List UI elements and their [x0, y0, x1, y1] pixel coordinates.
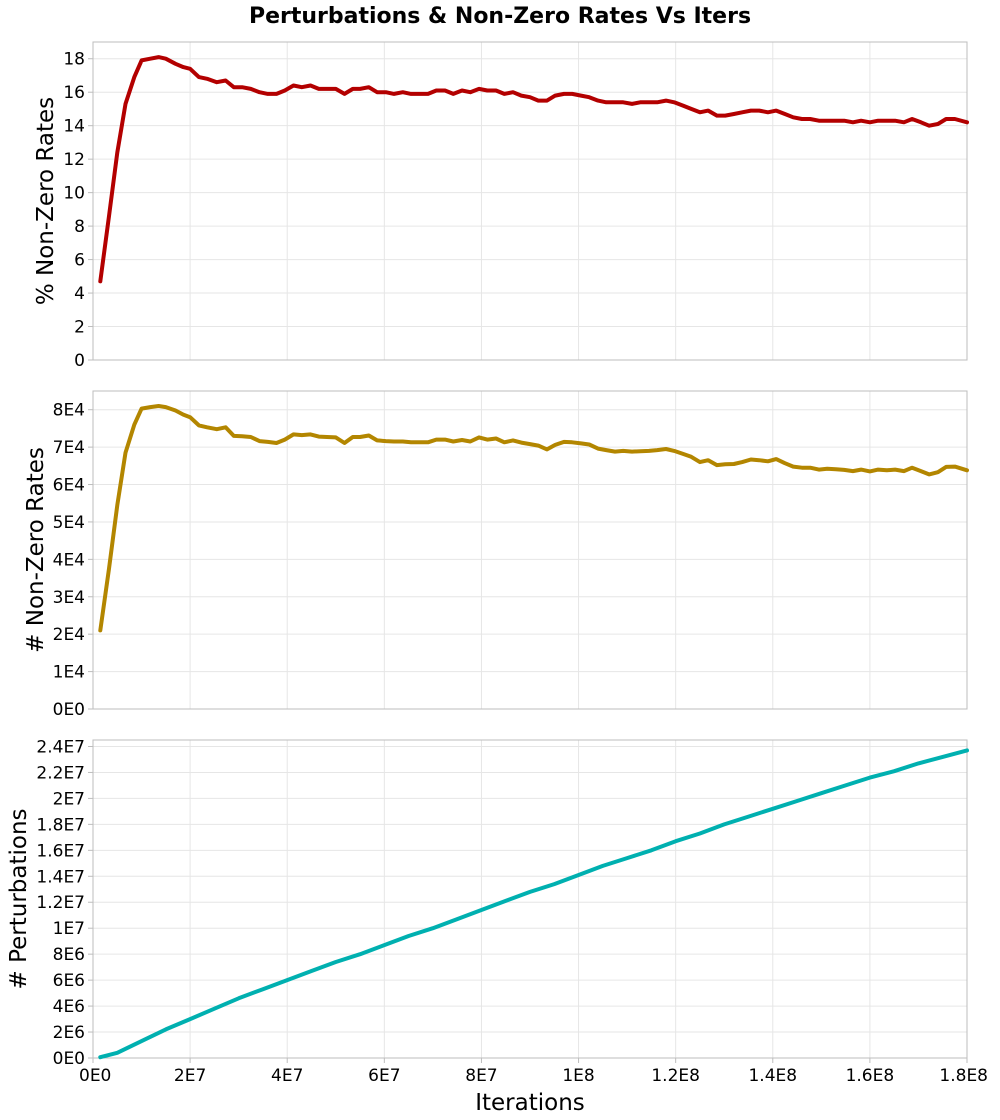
- x-tick-label: 0E0: [79, 1066, 111, 1086]
- y-tick-label: 4E6: [53, 997, 85, 1017]
- y-tick-label: 0E0: [53, 700, 85, 720]
- chart-title: Perturbations & Non-Zero Rates Vs Iters: [249, 4, 751, 29]
- panel-perturbations: 0E0 2E6 4E6 6E6 8E6 1E7 1.2E7 1.4E7 1.6E7 1.8E7 2E…: [6, 737, 988, 1116]
- y-tick-label: 0: [74, 351, 85, 371]
- y-tick-label: 1.2E7: [36, 893, 85, 913]
- plot-frame: [92, 739, 968, 1059]
- x-tick-label: 1.4E8: [748, 1066, 797, 1086]
- panel-count-non-zero-rates: 0E0 1E4 2E4 3E4 4E4 5E4 6E4 7E4 8E4 # Non-Zero Ra…: [23, 390, 969, 720]
- y-tick-label: 2.4E7: [36, 737, 85, 757]
- y-tick-label: 1.8E7: [36, 815, 85, 835]
- series-line: [98, 55, 969, 284]
- x-tick-label: 1.6E8: [846, 1066, 895, 1086]
- y-axis-label: # Perturbations: [6, 808, 32, 989]
- y-tick-label: 1E7: [53, 919, 85, 939]
- x-tick-label: 4E7: [271, 1066, 303, 1086]
- plot-frame: [92, 41, 968, 361]
- y-tick-label: 6E6: [53, 971, 85, 991]
- y-tick-label: 10: [63, 184, 85, 204]
- y-tick-label: 1.6E7: [36, 841, 85, 861]
- x-tick-label: 2E7: [174, 1066, 206, 1086]
- y-tick-label: 2.2E7: [36, 763, 85, 783]
- x-tick-label: 1.8E8: [939, 1066, 988, 1086]
- y-tick-label: 14: [63, 117, 85, 137]
- y-tick-label: 2E6: [53, 1023, 85, 1043]
- y-tick-label: 7E4: [53, 438, 85, 458]
- x-axis-label: Iterations: [475, 1090, 585, 1116]
- plot-frame: [92, 390, 968, 710]
- y-axis-label: % Non-Zero Rates: [33, 97, 59, 305]
- y-tick-label: 2E4: [53, 625, 85, 645]
- y-tick-label: 1E4: [53, 663, 85, 683]
- y-tick-label: 1.4E7: [36, 867, 85, 887]
- y-tick-label: 3E4: [53, 588, 85, 608]
- y-tick-label: 2E7: [53, 789, 85, 809]
- y-axis-label: # Non-Zero Rates: [23, 447, 49, 653]
- series-line: [98, 748, 969, 1060]
- y-tick-label: 6E4: [53, 476, 85, 496]
- x-tick-label: 1E8: [562, 1066, 594, 1086]
- y-tick-label: 8E4: [53, 401, 85, 421]
- y-tick-label: 6: [74, 251, 85, 271]
- series-line: [98, 404, 969, 633]
- y-tick-label: 8: [74, 217, 85, 237]
- y-tick-label: 18: [63, 50, 85, 70]
- x-tick-label: 8E7: [465, 1066, 497, 1086]
- x-tick-label: 6E7: [368, 1066, 400, 1086]
- y-tick-label: 16: [63, 83, 85, 103]
- y-tick-label: 0E0: [53, 1049, 85, 1069]
- y-tick-label: 4: [74, 284, 85, 304]
- y-tick-label: 12: [63, 150, 85, 170]
- x-tick-label: 1.2E8: [651, 1066, 700, 1086]
- y-tick-label: 8E6: [53, 945, 85, 965]
- y-tick-label: 4E4: [53, 550, 85, 570]
- panel-percent-non-zero-rates: 0 2 4 6 8 10 12 14 16 18 % Non-Zero Rates: [33, 41, 969, 371]
- y-tick-label: 5E4: [53, 513, 85, 533]
- y-tick-label: 2: [74, 318, 85, 338]
